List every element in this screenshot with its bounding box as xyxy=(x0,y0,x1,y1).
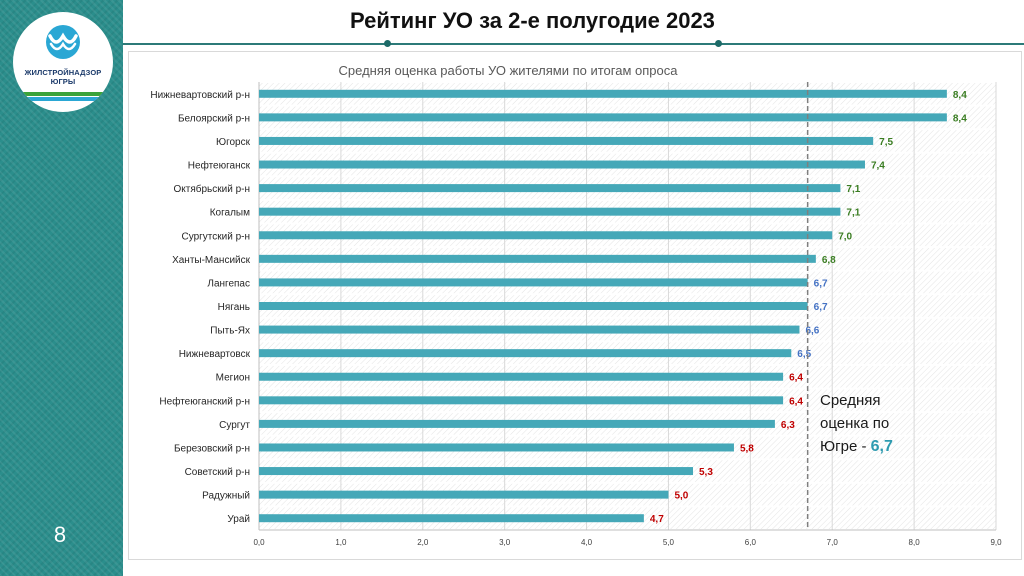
bar xyxy=(259,443,734,452)
value-label: 6,3 xyxy=(781,420,795,431)
value-label: 6,7 xyxy=(814,302,828,313)
logo-text-line2: ЮГРЫ xyxy=(50,77,76,86)
annotation-line: Средняя xyxy=(820,392,880,409)
logo-blue-stripe xyxy=(13,97,113,101)
category-label: Урай xyxy=(227,514,250,525)
bar xyxy=(259,396,784,405)
category-label: Когалым xyxy=(210,208,250,219)
value-label: 4,7 xyxy=(650,514,664,525)
category-label: Пыть-Ях xyxy=(210,326,250,337)
value-label: 5,0 xyxy=(674,491,688,502)
x-tick-label: 1,0 xyxy=(335,538,347,547)
bar xyxy=(259,278,808,287)
bar xyxy=(259,136,874,145)
annotation-value: 6,7 xyxy=(871,438,893,455)
title-line-dot-right xyxy=(715,40,722,47)
slide-title: Рейтинг УО за 2-е полугодие 2023 xyxy=(350,8,715,33)
category-label: Сургутский р-н xyxy=(181,231,250,242)
value-label: 6,5 xyxy=(797,349,811,360)
category-label: Нижневартовский р-н xyxy=(150,90,250,101)
chart-title: Средняя оценка работы УО жителями по ито… xyxy=(339,63,679,78)
value-label: 6,8 xyxy=(822,255,836,266)
value-label: 5,8 xyxy=(740,443,754,454)
title-line-dot-left xyxy=(384,40,391,47)
bar xyxy=(259,325,800,334)
category-label: Югорск xyxy=(216,137,251,148)
category-label: Радужный xyxy=(202,491,250,502)
category-label: Лангепас xyxy=(207,278,250,289)
category-label: Октябрьский р-н xyxy=(174,183,251,195)
category-label: Нефтеюганский р-н xyxy=(159,395,250,407)
x-tick-label: 7,0 xyxy=(827,538,839,547)
page-number: 8 xyxy=(53,522,67,547)
x-tick-label: 9,0 xyxy=(990,538,1002,547)
x-tick-label: 2,0 xyxy=(417,538,429,547)
bar xyxy=(259,113,947,122)
annotation-line: Югре - 6,7 xyxy=(820,438,893,455)
bar xyxy=(259,372,784,381)
value-label: 7,1 xyxy=(846,208,860,219)
bar xyxy=(259,89,947,98)
value-label: 8,4 xyxy=(953,113,967,124)
category-label: Нефтеюганск xyxy=(188,160,251,172)
category-label: Мегион xyxy=(216,373,250,384)
category-label: Нягань xyxy=(218,302,250,313)
x-tick-label: 3,0 xyxy=(499,538,511,547)
category-label: Советский р-н xyxy=(185,467,250,478)
bar xyxy=(259,231,833,240)
logo-green-stripe xyxy=(13,92,113,96)
bar xyxy=(259,419,775,428)
x-tick-label: 6,0 xyxy=(745,538,757,547)
annotation-line: оценка по xyxy=(820,415,889,432)
value-label: 7,1 xyxy=(846,184,860,195)
logo: ЖИЛСТРОЙНАДЗОР ЮГРЫ xyxy=(13,12,113,112)
value-label: 7,0 xyxy=(838,231,852,242)
value-label: 8,4 xyxy=(953,90,967,101)
x-tick-label: 5,0 xyxy=(663,538,675,547)
x-tick-label: 4,0 xyxy=(581,538,593,547)
bar xyxy=(259,467,694,476)
title-underline xyxy=(123,43,1024,45)
x-tick-label: 0,0 xyxy=(253,538,265,547)
bar xyxy=(259,302,808,310)
bar xyxy=(259,490,669,499)
value-label: 5,3 xyxy=(699,467,713,478)
bar xyxy=(259,514,644,523)
category-label: Сургут xyxy=(219,420,250,431)
value-label: 6,4 xyxy=(789,373,803,384)
value-label: 6,6 xyxy=(805,326,819,337)
value-label: 6,7 xyxy=(814,278,828,289)
value-label: 7,5 xyxy=(879,137,893,148)
water-wave-logo-icon xyxy=(46,25,80,59)
bar xyxy=(259,184,841,193)
x-tick-label: 8,0 xyxy=(909,538,921,547)
value-label: 7,4 xyxy=(871,161,885,172)
bar xyxy=(259,254,816,263)
bar xyxy=(259,160,865,169)
value-label: 6,4 xyxy=(789,396,803,407)
sidebar-panel: ЖИЛСТРОЙНАДЗОР ЮГРЫ 8 xyxy=(0,0,123,576)
category-label: Белоярский р-н xyxy=(178,113,250,124)
category-label: Ханты-Мансийск xyxy=(172,255,251,266)
bar xyxy=(259,207,841,216)
logo-text-line1: ЖИЛСТРОЙНАДЗОР xyxy=(24,68,102,77)
category-label: Березовский р-н xyxy=(174,443,250,454)
bar xyxy=(259,349,792,358)
category-label: Нижневартовск xyxy=(179,349,251,360)
